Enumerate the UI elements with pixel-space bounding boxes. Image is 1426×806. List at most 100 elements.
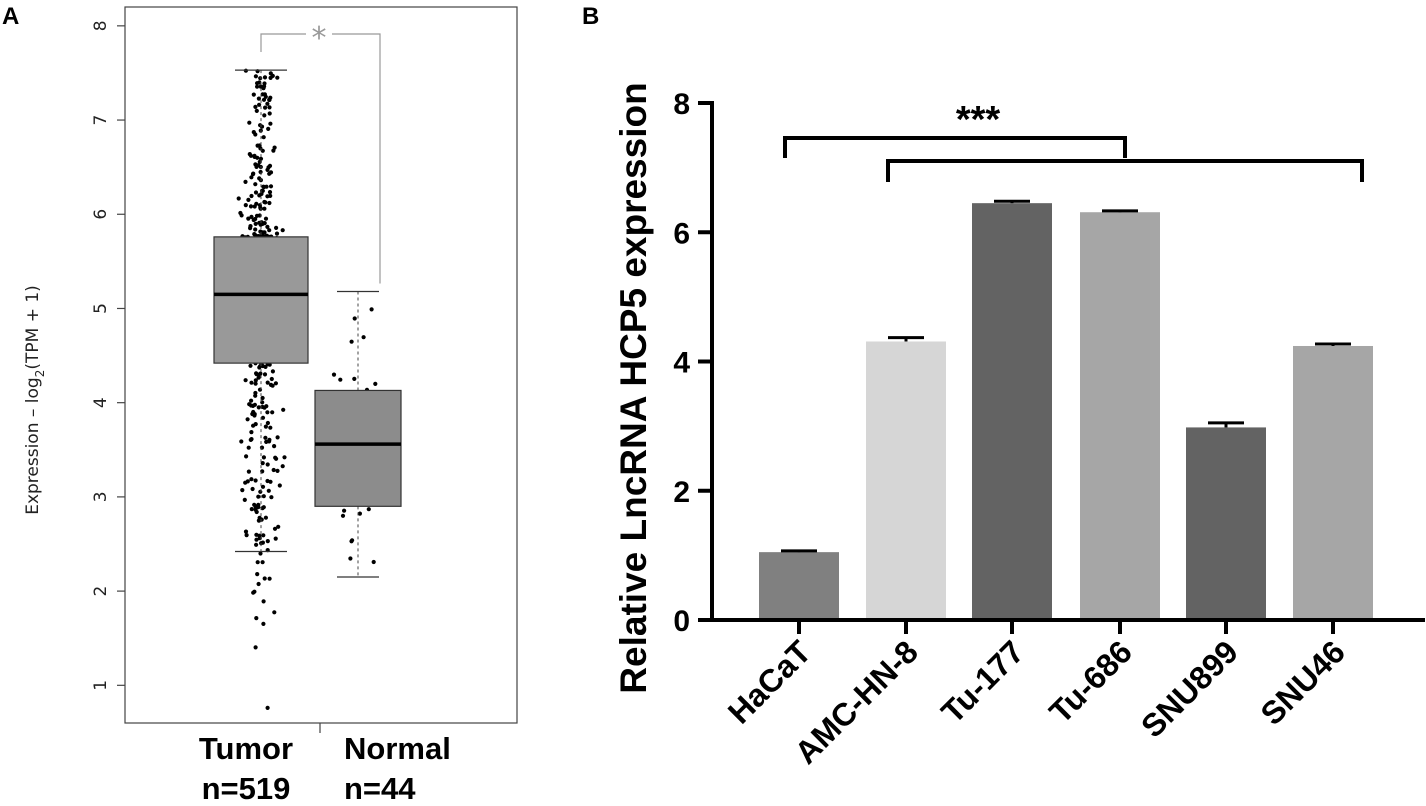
panel-a-y-tick-label-0: 1 (91, 680, 111, 691)
panel-a-boxplot: 1 2 3 4 5 6 7 8 Expression – log2(TPM + 1) * Tu… (23, 6, 518, 806)
panel-a-point (262, 92, 267, 97)
panel-a-point (254, 108, 259, 113)
panel-a-point (260, 415, 266, 420)
panel-a-point (265, 224, 270, 229)
panel-label-a: A (2, 3, 19, 30)
panel-a-point (256, 494, 261, 499)
panel-a-point (268, 479, 273, 484)
panel-a-y-tick-label-7: 8 (91, 20, 111, 31)
panel-a-point (273, 536, 278, 541)
panel-b-y-tick-label-3: 6 (673, 217, 690, 250)
panel-b-category-hacat: HaCaT (721, 633, 818, 730)
panel-a-point (258, 551, 263, 556)
panel-a-significance-backdrop (306, 24, 332, 44)
panel-b-category-snu46: SNU46 (1254, 633, 1352, 731)
panel-a-point (260, 484, 266, 489)
panel-a-point (253, 74, 258, 79)
panel-a-point (256, 581, 261, 587)
panel-a-point (350, 538, 355, 543)
panel-a-point (262, 113, 267, 118)
panel-a-point (253, 132, 258, 137)
panel-a-point (273, 381, 278, 386)
panel-a-point (258, 205, 263, 210)
panel-b-y-axis-label: Relative LncRNA HCP5 expression (613, 82, 654, 693)
panel-a-point (253, 645, 258, 650)
panel-a-point (265, 194, 270, 199)
panel-a-point (265, 420, 270, 426)
panel-a-point (252, 204, 257, 209)
panel-a-point (259, 220, 264, 225)
panel-a-point (255, 84, 260, 89)
panel-a-point (348, 556, 353, 561)
panel-a-y-axis-label: Expression – log2(TPM + 1) (23, 285, 47, 515)
panel-a-point (257, 102, 262, 107)
panel-a-point (263, 435, 268, 440)
panel-a-significance-label: * (312, 21, 327, 56)
panel-b-bar-snu899 (1186, 427, 1266, 620)
panel-a-point (272, 145, 277, 150)
panel-a-point (245, 417, 250, 422)
panel-b-bracket-upper (783, 136, 1127, 158)
panel-b-category-tu-177: Tu-177 (934, 633, 1031, 730)
panel-a-point (275, 468, 280, 473)
panel-a-point (261, 505, 266, 510)
panel-a-point (268, 121, 273, 126)
panel-a-point (267, 111, 272, 116)
panel-a-point (244, 454, 249, 459)
panel-a-jitter-points (236, 68, 378, 711)
panel-a-point (236, 196, 241, 201)
panel-a-point (247, 402, 252, 407)
panel-a-point (259, 191, 264, 196)
panel-a-point (272, 610, 277, 615)
panel-a-y-tick-label-2: 3 (91, 491, 111, 502)
panel-a-point (253, 478, 258, 483)
panel-a-point (266, 488, 271, 493)
panel-a-point (251, 217, 256, 223)
panel-a-point (261, 494, 266, 499)
panel-a-point (258, 76, 263, 81)
panel-a-point (248, 226, 253, 231)
panel-a-point (262, 576, 267, 581)
panel-a-point (277, 483, 282, 488)
panel-a-point (254, 542, 259, 547)
panel-a-point (265, 539, 270, 544)
panel-a-point (253, 505, 258, 510)
panel-a-point (340, 513, 346, 518)
panel-b-barchart: Relative LncRNA HCP5 expression 0 2 4 6 8 **… (613, 82, 1425, 771)
panel-b-bars (759, 199, 1373, 620)
panel-a-point (263, 424, 268, 429)
panel-b-bar-tu-177 (972, 203, 1052, 620)
panel-a-point (253, 221, 258, 226)
panel-a-point (266, 165, 271, 170)
panel-a-point (261, 533, 266, 538)
panel-a-point (270, 369, 275, 374)
panel-a-point (342, 508, 347, 513)
panel-a-point (275, 75, 280, 80)
panel-a-point (260, 395, 265, 401)
panel-a-point (243, 203, 248, 208)
panel-a-point (254, 616, 259, 621)
panel-a-point (257, 515, 262, 521)
panel-a-point (244, 533, 249, 538)
panel-a-point (261, 135, 266, 140)
panel-a-point (261, 184, 267, 190)
panel-a-point (249, 430, 254, 435)
panel-a-point (257, 80, 262, 85)
panel-a-y-axis: 1 2 3 4 5 6 7 8 (91, 20, 125, 691)
panel-a-y-tick-label-4: 5 (91, 303, 111, 314)
panel-a-point (268, 71, 273, 76)
panel-a-n-normal: n=44 (344, 771, 416, 806)
panel-a-point (267, 105, 272, 110)
panel-a-point (270, 410, 275, 415)
panel-a-point (256, 372, 261, 377)
panel-b-y-tick-label-0: 0 (673, 605, 690, 638)
panel-a-point (265, 462, 270, 467)
panel-a-point (261, 621, 266, 627)
panel-a-point (281, 407, 286, 412)
panel-a-point (249, 380, 254, 385)
panel-a-point (249, 175, 254, 180)
panel-label-b: B (582, 3, 599, 30)
panel-a-category-tumor: Tumor (199, 731, 293, 766)
panel-a-point (249, 193, 254, 199)
